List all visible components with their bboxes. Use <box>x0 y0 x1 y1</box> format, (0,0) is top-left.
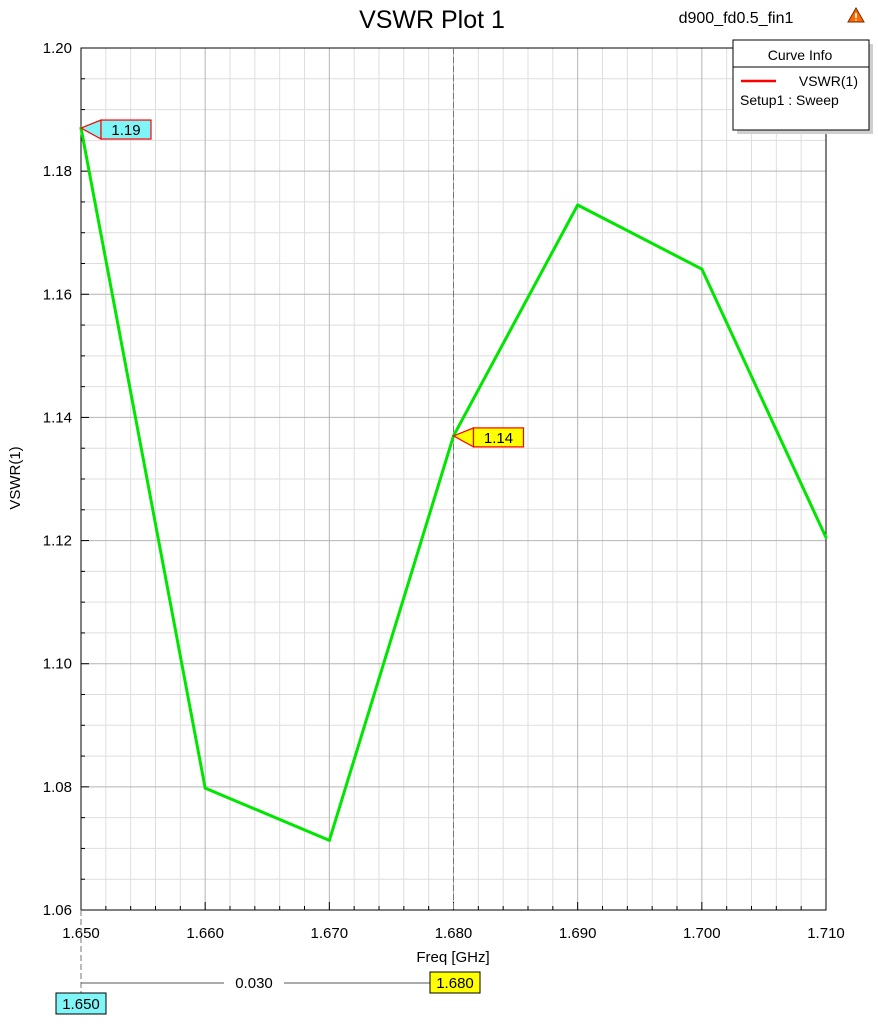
marker-box[interactable] <box>100 119 152 140</box>
x-tick-label: 1.700 <box>683 925 721 942</box>
marker-value-label: 1.14 <box>484 430 513 447</box>
data-point <box>576 203 580 207</box>
y-tick-label: 1.20 <box>43 40 72 57</box>
y-tick-label: 1.14 <box>43 409 72 426</box>
x-tick-label: 1.660 <box>186 925 224 942</box>
legend-entry-setup: Setup1 : Sweep <box>740 92 839 108</box>
x-marker-start-box[interactable] <box>55 992 107 1015</box>
data-point <box>203 786 207 790</box>
x-axis-label: Freq [GHz] <box>416 949 489 966</box>
marker-value-label: 1.19 <box>111 122 140 139</box>
x-marker-delta-label: 0.030 <box>235 975 273 992</box>
marker-box[interactable] <box>472 427 525 448</box>
project-label: d900_fd0.5_fin1 <box>679 10 794 27</box>
x-marker-end-box[interactable] <box>429 971 481 994</box>
y-tick-label: 1.12 <box>43 533 72 550</box>
chart-title: VSWR Plot 1 <box>359 6 505 34</box>
x-marker-end-label: 1.680 <box>436 975 474 992</box>
y-tick-label: 1.18 <box>43 163 72 180</box>
legend-title: Curve Info <box>768 47 833 63</box>
x-marker-strip: 0.030 1.680 1.650 <box>55 910 481 1015</box>
x-tick-label: 1.710 <box>807 925 845 942</box>
y-tick-label: 1.10 <box>43 656 72 673</box>
x-tick-label: 1.680 <box>435 925 473 942</box>
y-axis-label: VSWR(1) <box>7 446 24 509</box>
x-tick-label: 1.690 <box>559 925 597 942</box>
y-tick-label: 1.06 <box>43 902 72 919</box>
data-point <box>824 535 828 539</box>
y-tick-label: 1.08 <box>43 779 72 796</box>
curve-info-legend[interactable]: Curve Info VSWR(1) Setup1 : Sweep <box>732 39 873 134</box>
data-point <box>700 267 704 271</box>
data-point <box>327 838 331 842</box>
y-tick-label: 1.16 <box>43 286 72 303</box>
x-marker-start-label: 1.650 <box>62 996 100 1013</box>
x-tick-label: 1.670 <box>311 925 349 942</box>
tick-labels: 1.650 1.660 1.670 1.680 1.690 1.700 1.7101.061… <box>43 40 845 942</box>
marker-layer: 1.19 1.14 <box>79 119 525 448</box>
legend-entry-name: VSWR(1) <box>799 73 858 89</box>
warning-triangle-icon <box>847 6 865 23</box>
